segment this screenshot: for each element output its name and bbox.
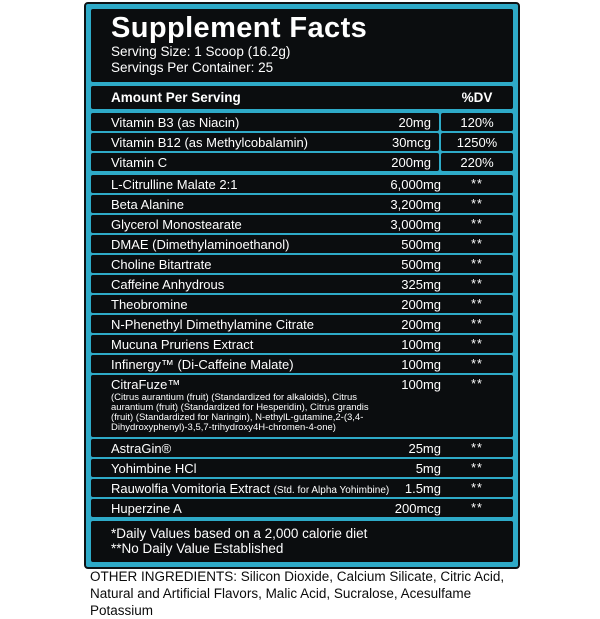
ingredient-amount: 20mg [398, 114, 431, 130]
ingredient-amount: 100mg [401, 356, 441, 372]
row-yohimbine-hcl: Yohimbine HCl 5mg ** [91, 459, 513, 477]
ingredient-amount: 5mg [415, 460, 441, 476]
other-ingredients-label: OTHER INGREDIENTS: [90, 569, 238, 584]
row-choline-bitartrate: Choline Bitartrate 500mg ** [91, 255, 513, 273]
ingredient-dv: ** [471, 297, 483, 311]
ingredient-dv: 120% [441, 113, 513, 131]
ingredient-name: L-Citrulline Malate 2:1 [111, 176, 238, 192]
servings-per-container: Servings Per Container: 25 [111, 60, 274, 75]
row-theobromine: Theobromine 200mg ** [91, 295, 513, 313]
ingredient-name: Huperzine A [111, 500, 182, 516]
ingredient-dv: ** [471, 177, 483, 191]
ingredient-name: N-Phenethyl Dimethylamine Citrate [111, 316, 315, 332]
ingredient-amount: 100mg [401, 376, 441, 392]
panel-title: Supplement Facts [111, 12, 368, 44]
ingredient-dv: ** [471, 237, 483, 251]
supplement-facts-panel: Supplement Facts Serving Size: 1 Scoop (… [84, 2, 520, 569]
ingredient-amount: 500mg [401, 256, 441, 272]
ingredient-name: AstraGin® [111, 440, 172, 456]
ingredient-amount: 1.5mg [404, 480, 441, 496]
ingredient-amount: 25mg [408, 440, 441, 456]
ingredient-dv: ** [471, 277, 483, 291]
ingredient-dv: ** [471, 357, 483, 371]
ingredient-name: Theobromine [111, 296, 188, 312]
row-mucuna-pruriens: Mucuna Pruriens Extract 100mg ** [91, 335, 513, 353]
row-glycerol-monostearate: Glycerol Monostearate 3,000mg ** [91, 215, 513, 233]
ingredient-dv: ** [471, 257, 483, 271]
ingredient-name: Rauwolfia Vomitoria Extract [111, 480, 270, 496]
header-section: Supplement Facts Serving Size: 1 Scoop (… [91, 9, 513, 82]
ingredient-name: DMAE (Dimethylaminoethanol) [111, 236, 290, 252]
row-rauwolfia-vomitoria: Rauwolfia Vomitoria Extract (Std. for Al… [91, 479, 513, 497]
no-dv-footnote: **No Daily Value Established [111, 541, 284, 556]
ingredient-amount: 200mg [401, 296, 441, 312]
ingredient-amount: 325mg [401, 276, 441, 292]
ingredient-dv: 1250% [441, 133, 513, 151]
row-caffeine-anhydrous: Caffeine Anhydrous 325mg ** [91, 275, 513, 293]
row-vitamin-c: Vitamin C 200mg 220% [91, 153, 513, 171]
ingredient-dv: ** [471, 317, 483, 331]
ingredient-dv: ** [471, 461, 483, 475]
row-dmae: DMAE (Dimethylaminoethanol) 500mg ** [91, 235, 513, 253]
row-n-phenethyl-dimethylamine: N-Phenethyl Dimethylamine Citrate 200mg … [91, 315, 513, 333]
ingredient-name: Vitamin B3 (as Niacin) [111, 114, 240, 130]
ingredient-amount: 3,200mg [390, 196, 441, 212]
row-huperzine-a: Huperzine A 200mcg ** [91, 499, 513, 517]
row-citrafuze: CitraFuze™ 100mg ** (Citrus aurantium (f… [91, 375, 513, 437]
ingredient-dv: ** [471, 377, 483, 391]
ingredient-name: Choline Bitartrate [111, 256, 212, 272]
amount-per-serving-header: Amount Per Serving [111, 90, 241, 105]
column-header-row: Amount Per Serving %DV [91, 86, 513, 109]
row-vitamin-b3: Vitamin B3 (as Niacin) 20mg 120% [91, 113, 513, 131]
ingredient-amount: 3,000mg [390, 216, 441, 232]
ingredient-name: Vitamin B12 (as Methylcobalamin) [111, 134, 309, 150]
ingredient-amount: 500mg [401, 236, 441, 252]
ingredients-section: L-Citrulline Malate 2:1 6,000mg ** Beta … [91, 175, 513, 517]
percent-dv-header: %DV [461, 90, 493, 105]
ingredient-name: Mucuna Pruriens Extract [111, 336, 254, 352]
row-beta-alanine: Beta Alanine 3,200mg ** [91, 195, 513, 213]
ingredient-dv: ** [471, 217, 483, 231]
ingredient-standardization-note: (Std. for Alpha Yohimbine) [273, 484, 390, 496]
ingredient-amount: 200mg [391, 154, 431, 170]
ingredient-amount: 100mg [401, 336, 441, 352]
row-infinergy: Infinergy™ (Di-Caffeine Malate) 100mg ** [91, 355, 513, 373]
daily-values-footnote: *Daily Values based on a 2,000 calorie d… [111, 526, 368, 541]
ingredient-dv: ** [471, 197, 483, 211]
row-astragin: AstraGin® 25mg ** [91, 439, 513, 457]
footnotes-section: *Daily Values based on a 2,000 calorie d… [91, 521, 513, 562]
ingredient-name: Infinergy™ (Di-Caffeine Malate) [111, 356, 294, 372]
ingredient-dv: ** [471, 337, 483, 351]
ingredient-name: Yohimbine HCl [111, 460, 197, 476]
ingredient-name: CitraFuze™ [111, 376, 181, 392]
other-ingredients: OTHER INGREDIENTS: Silicon Dioxide, Calc… [90, 568, 522, 619]
ingredient-amount: 30mcg [391, 134, 431, 150]
ingredient-dv: ** [471, 501, 483, 515]
ingredient-amount: 6,000mg [390, 176, 441, 192]
ingredient-name: Caffeine Anhydrous [111, 276, 225, 292]
ingredient-dv: 220% [441, 153, 513, 171]
ingredient-dv: ** [471, 481, 483, 495]
row-l-citrulline-malate: L-Citrulline Malate 2:1 6,000mg ** [91, 175, 513, 193]
serving-size: Serving Size: 1 Scoop (16.2g) [111, 44, 291, 59]
ingredient-name: Vitamin C [111, 154, 168, 170]
citrafuze-blend-description: (Citrus aurantium (fruit) (Standardized … [111, 392, 369, 433]
vitamins-section: Vitamin B3 (as Niacin) 20mg 120% Vitamin… [91, 113, 513, 171]
ingredient-amount: 200mg [401, 316, 441, 332]
ingredient-name: Beta Alanine [111, 196, 185, 212]
ingredient-dv: ** [471, 441, 483, 455]
row-vitamin-b12: Vitamin B12 (as Methylcobalamin) 30mcg 1… [91, 133, 513, 151]
ingredient-name: Glycerol Monostearate [111, 216, 242, 232]
ingredient-amount: 200mcg [394, 500, 441, 516]
